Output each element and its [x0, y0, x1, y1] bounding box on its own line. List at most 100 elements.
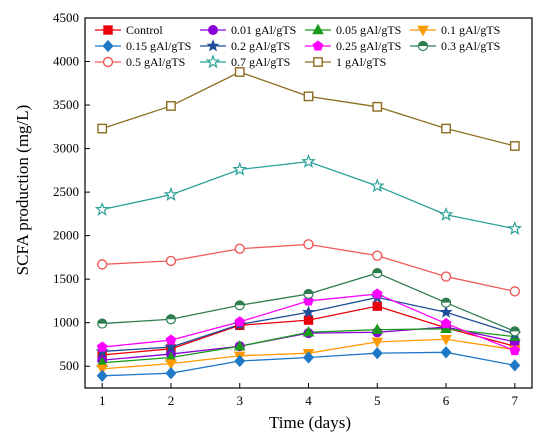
legend-item: Control — [95, 23, 163, 37]
data-point — [96, 259, 108, 270]
data-point — [372, 301, 382, 311]
legend-marker — [103, 25, 113, 35]
x-tick-label: 6 — [443, 393, 450, 408]
data-point — [94, 201, 110, 216]
x-tick-label: 7 — [512, 393, 519, 408]
data-point — [372, 267, 383, 279]
legend-label: 0.3 gAl/gTS — [441, 39, 500, 53]
data-point — [302, 326, 315, 337]
legend-item: 0.2 gAl/gTS — [200, 39, 290, 53]
x-tick-label: 1 — [99, 393, 106, 408]
data-point — [234, 67, 245, 77]
y-tick-label: 3500 — [53, 97, 79, 112]
data-point — [440, 346, 452, 359]
data-point — [507, 220, 523, 235]
data-point — [303, 91, 314, 102]
legend-label: 0.1 gAl/gTS — [441, 23, 500, 37]
data-point — [97, 318, 108, 329]
data-point — [438, 207, 454, 221]
legend-marker — [206, 39, 220, 52]
data-point — [440, 271, 452, 282]
legend-marker — [208, 25, 218, 35]
legend-item: 0.3 gAl/gTS — [410, 39, 500, 53]
y-tick-label: 1000 — [53, 315, 79, 330]
y-tick-label: 500 — [60, 358, 80, 373]
data-point — [440, 335, 452, 346]
data-point — [509, 286, 521, 297]
data-point — [232, 161, 248, 176]
x-tick-label: 4 — [305, 393, 312, 408]
y-tick-label: 4500 — [53, 10, 79, 25]
legend-label: 0.15 gAl/gTS — [126, 39, 191, 53]
data-point — [166, 101, 176, 111]
x-tick-label: 3 — [236, 393, 243, 408]
data-point — [303, 239, 314, 250]
data-point — [165, 367, 177, 380]
data-point — [509, 344, 521, 356]
legend-marker — [313, 57, 323, 67]
legend-label: 0.5 gAl/gTS — [126, 55, 185, 69]
y-tick-label: 1500 — [53, 271, 79, 286]
legend-item: 0.1 gAl/gTS — [410, 23, 500, 37]
data-point — [372, 250, 383, 261]
series-line — [102, 243, 515, 292]
data-point — [371, 337, 384, 349]
data-point — [96, 369, 108, 382]
data-point — [234, 354, 246, 368]
legend-item: 0.7 gAl/gTS — [200, 54, 290, 69]
legend-marker — [312, 23, 324, 35]
data-point — [441, 123, 451, 134]
data-point — [163, 187, 179, 201]
data-point — [234, 316, 246, 327]
y-tick-label: 2500 — [53, 184, 79, 199]
legend-marker — [102, 56, 114, 68]
legend-marker — [417, 25, 429, 37]
legend-marker — [205, 54, 221, 69]
data-point — [509, 326, 520, 337]
legend-item: 0.25 gAl/gTS — [305, 39, 401, 53]
y-tick-label: 3000 — [53, 141, 79, 156]
data-point — [164, 340, 178, 353]
data-point — [371, 323, 384, 334]
data-point — [509, 359, 521, 372]
series-line — [102, 160, 515, 230]
legend-label: 0.01 gAl/gTS — [231, 23, 296, 37]
data-point — [303, 315, 314, 325]
legend-label: 1 gAl/gTS — [336, 55, 386, 69]
legend-label: 0.25 gAl/gTS — [336, 39, 401, 53]
data-point — [96, 364, 109, 376]
data-point — [165, 359, 177, 370]
legend-marker — [102, 39, 114, 53]
legend-item: 1 gAl/gTS — [305, 55, 386, 69]
y-axis-title: SCFA production (mg/L) — [13, 105, 32, 276]
x-axis-title: Time (days) — [269, 413, 351, 432]
data-point — [97, 123, 108, 134]
legend-marker — [312, 40, 324, 51]
data-point — [440, 297, 452, 308]
series-line — [101, 71, 515, 147]
data-point — [165, 334, 177, 345]
data-point — [301, 305, 316, 318]
data-point — [372, 101, 383, 112]
data-point — [234, 300, 245, 311]
legend-item: 0.05 gAl/gTS — [305, 23, 401, 37]
data-point — [96, 341, 108, 352]
data-point — [439, 305, 453, 318]
data-point — [371, 288, 383, 299]
data-point — [234, 243, 245, 254]
x-tick-label: 5 — [374, 393, 381, 408]
data-point — [369, 178, 385, 193]
legend-label: 0.7 gAl/gTS — [231, 55, 290, 69]
data-point — [509, 141, 520, 151]
legend-label: Control — [126, 23, 163, 37]
legend-item: 0.15 gAl/gTS — [95, 39, 191, 53]
legend-label: 0.2 gAl/gTS — [231, 39, 290, 53]
legend-item: 0.01 gAl/gTS — [200, 23, 296, 37]
data-point — [165, 255, 177, 267]
data-point — [301, 153, 316, 168]
data-point — [303, 351, 314, 364]
legend-marker — [417, 40, 429, 52]
x-tick-label: 2 — [168, 393, 175, 408]
data-point — [233, 339, 246, 351]
legend-label: 0.05 gAl/gTS — [336, 23, 401, 37]
